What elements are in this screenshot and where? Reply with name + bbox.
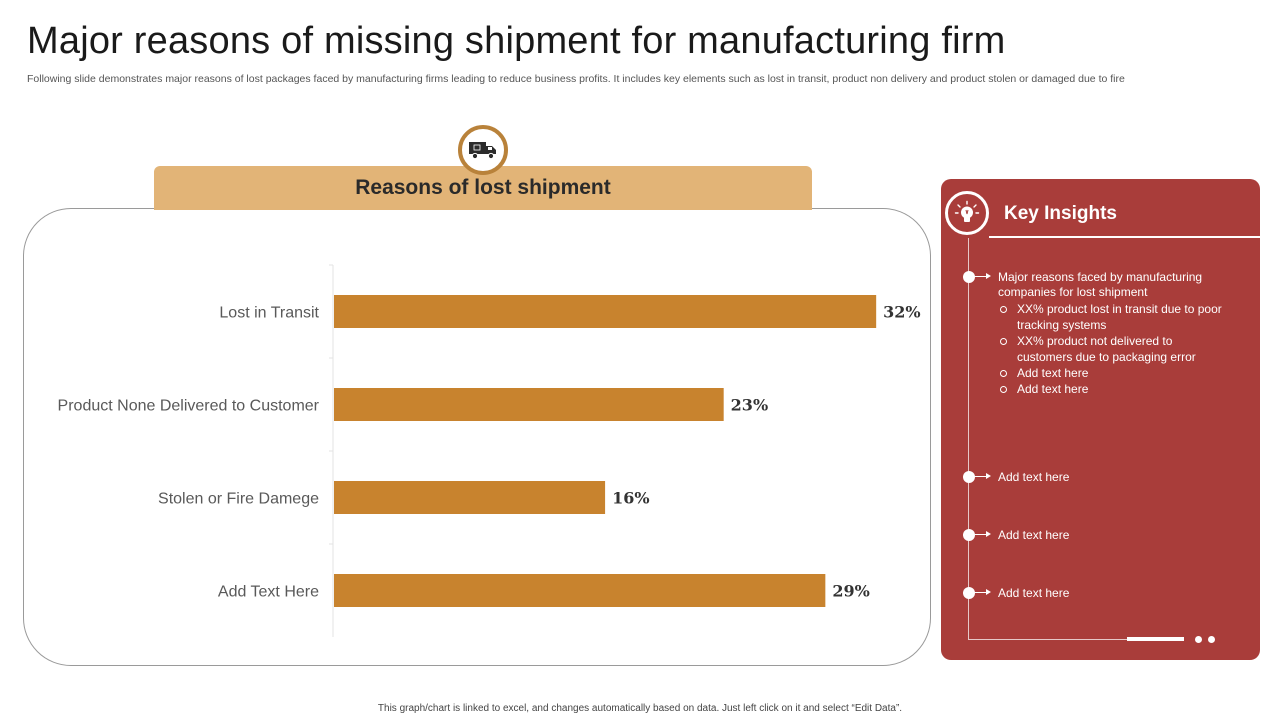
arrow-icon xyxy=(975,473,991,479)
insight-subitem: Add text here xyxy=(998,365,1228,381)
page-subtitle: Following slide demonstrates major reaso… xyxy=(27,73,1125,85)
timeline-node xyxy=(963,271,975,283)
end-dot xyxy=(1208,636,1215,643)
arrow-icon xyxy=(975,531,991,537)
insights-divider xyxy=(989,236,1260,238)
key-insights-panel: Key Insights Major reasons faced by manu… xyxy=(941,179,1260,660)
end-dot xyxy=(1195,636,1202,643)
insight-text: Add text here xyxy=(998,528,1070,542)
insight-subitem: Add text here xyxy=(998,381,1228,397)
timeline-end-bar xyxy=(1127,637,1184,641)
page-title: Major reasons of missing shipment for ma… xyxy=(27,20,1006,62)
truck-icon xyxy=(469,142,496,160)
chart-panel xyxy=(23,208,931,666)
timeline-node xyxy=(963,471,975,483)
insight-subitem: XX% product not delivered to customers d… xyxy=(998,333,1228,365)
arrow-icon xyxy=(975,273,991,279)
footnote: This graph/chart is linked to excel, and… xyxy=(377,703,903,714)
timeline-node xyxy=(963,529,975,541)
lightbulb-icon xyxy=(954,200,980,222)
insight-subitem: XX% product lost in transit due to poor … xyxy=(998,301,1228,333)
lightbulb-icon-badge xyxy=(945,191,989,235)
timeline-node xyxy=(963,587,975,599)
insight-text: Add text here xyxy=(998,586,1070,600)
insight-sublist: XX% product lost in transit due to poor … xyxy=(998,301,1228,397)
truck-icon-badge xyxy=(458,125,508,175)
insight-text: Add text here xyxy=(998,470,1070,484)
insight-text: Major reasons faced by manufacturing com… xyxy=(998,270,1203,299)
timeline-bottom-line xyxy=(968,639,1128,640)
timeline-line xyxy=(968,238,969,640)
arrow-icon xyxy=(975,589,991,595)
chart-header-title: Reasons of lost shipment xyxy=(355,176,611,199)
insights-title: Key Insights xyxy=(1004,203,1117,224)
